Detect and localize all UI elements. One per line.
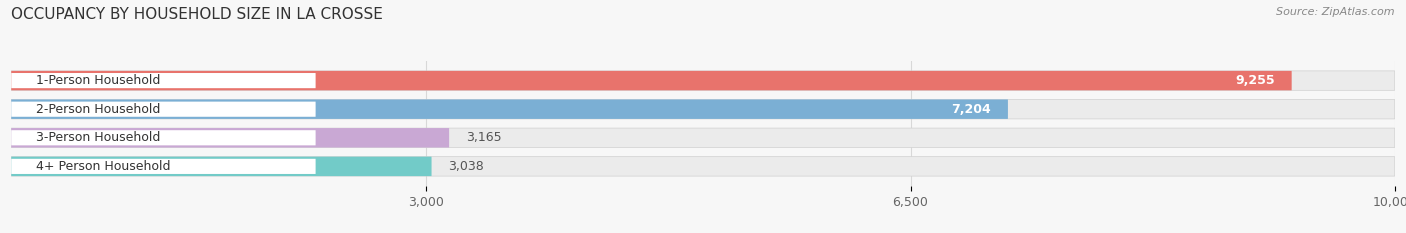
Text: 7,204: 7,204 bbox=[952, 103, 991, 116]
FancyBboxPatch shape bbox=[11, 159, 315, 174]
FancyBboxPatch shape bbox=[11, 99, 1395, 119]
Text: 2-Person Household: 2-Person Household bbox=[35, 103, 160, 116]
FancyBboxPatch shape bbox=[11, 128, 449, 147]
FancyBboxPatch shape bbox=[11, 130, 315, 145]
Text: 1-Person Household: 1-Person Household bbox=[35, 74, 160, 87]
FancyBboxPatch shape bbox=[11, 128, 1395, 147]
FancyBboxPatch shape bbox=[11, 99, 1008, 119]
FancyBboxPatch shape bbox=[11, 71, 1395, 90]
Text: 3,038: 3,038 bbox=[449, 160, 484, 173]
FancyBboxPatch shape bbox=[11, 102, 315, 117]
Text: 3-Person Household: 3-Person Household bbox=[35, 131, 160, 144]
Text: 4+ Person Household: 4+ Person Household bbox=[35, 160, 170, 173]
FancyBboxPatch shape bbox=[11, 157, 1395, 176]
Text: 3,165: 3,165 bbox=[465, 131, 502, 144]
FancyBboxPatch shape bbox=[11, 157, 432, 176]
Text: 9,255: 9,255 bbox=[1236, 74, 1275, 87]
Text: Source: ZipAtlas.com: Source: ZipAtlas.com bbox=[1277, 7, 1395, 17]
Text: OCCUPANCY BY HOUSEHOLD SIZE IN LA CROSSE: OCCUPANCY BY HOUSEHOLD SIZE IN LA CROSSE bbox=[11, 7, 382, 22]
FancyBboxPatch shape bbox=[11, 71, 1292, 90]
FancyBboxPatch shape bbox=[11, 73, 315, 88]
